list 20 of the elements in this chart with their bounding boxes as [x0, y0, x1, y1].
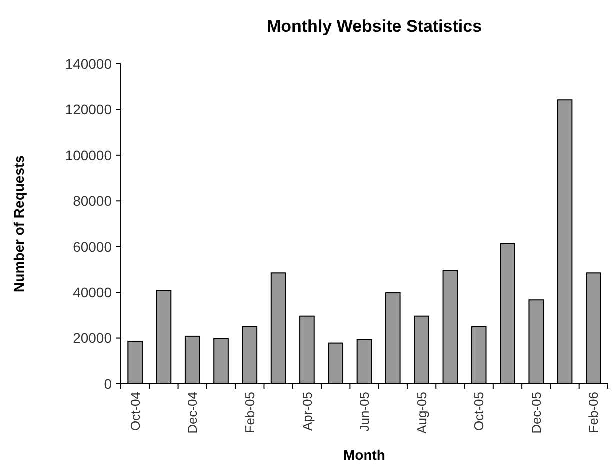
y-tick-label: 0 — [104, 376, 112, 392]
x-tick-label: Jun-05 — [357, 392, 372, 432]
x-tick-label: Dec-04 — [185, 392, 200, 434]
x-tick-label: Feb-05 — [242, 392, 258, 434]
y-axis-title: Number of Requests — [11, 155, 27, 292]
y-tick-label: 80000 — [73, 193, 112, 210]
y-tick-label: 100000 — [65, 147, 112, 164]
y-tick-label: 60000 — [73, 238, 112, 255]
x-tick-label: Oct-05 — [472, 392, 487, 432]
y-tick-label: 140000 — [65, 56, 112, 72]
x-tick-label: Dec-05 — [528, 392, 544, 434]
y-tick-label: 120000 — [65, 102, 112, 118]
x-tick-label: Apr-05 — [300, 392, 315, 432]
chart-title: Monthly Website Statistics — [266, 17, 482, 36]
x-tick-label: Feb-06 — [586, 392, 602, 434]
y-tick-label: 20000 — [73, 330, 112, 346]
x-tick-label: Oct-04 — [128, 392, 143, 432]
x-axis-title: Month — [344, 447, 386, 463]
y-tick-label: 40000 — [73, 284, 112, 300]
x-tick-label: Aug-05 — [414, 392, 430, 434]
